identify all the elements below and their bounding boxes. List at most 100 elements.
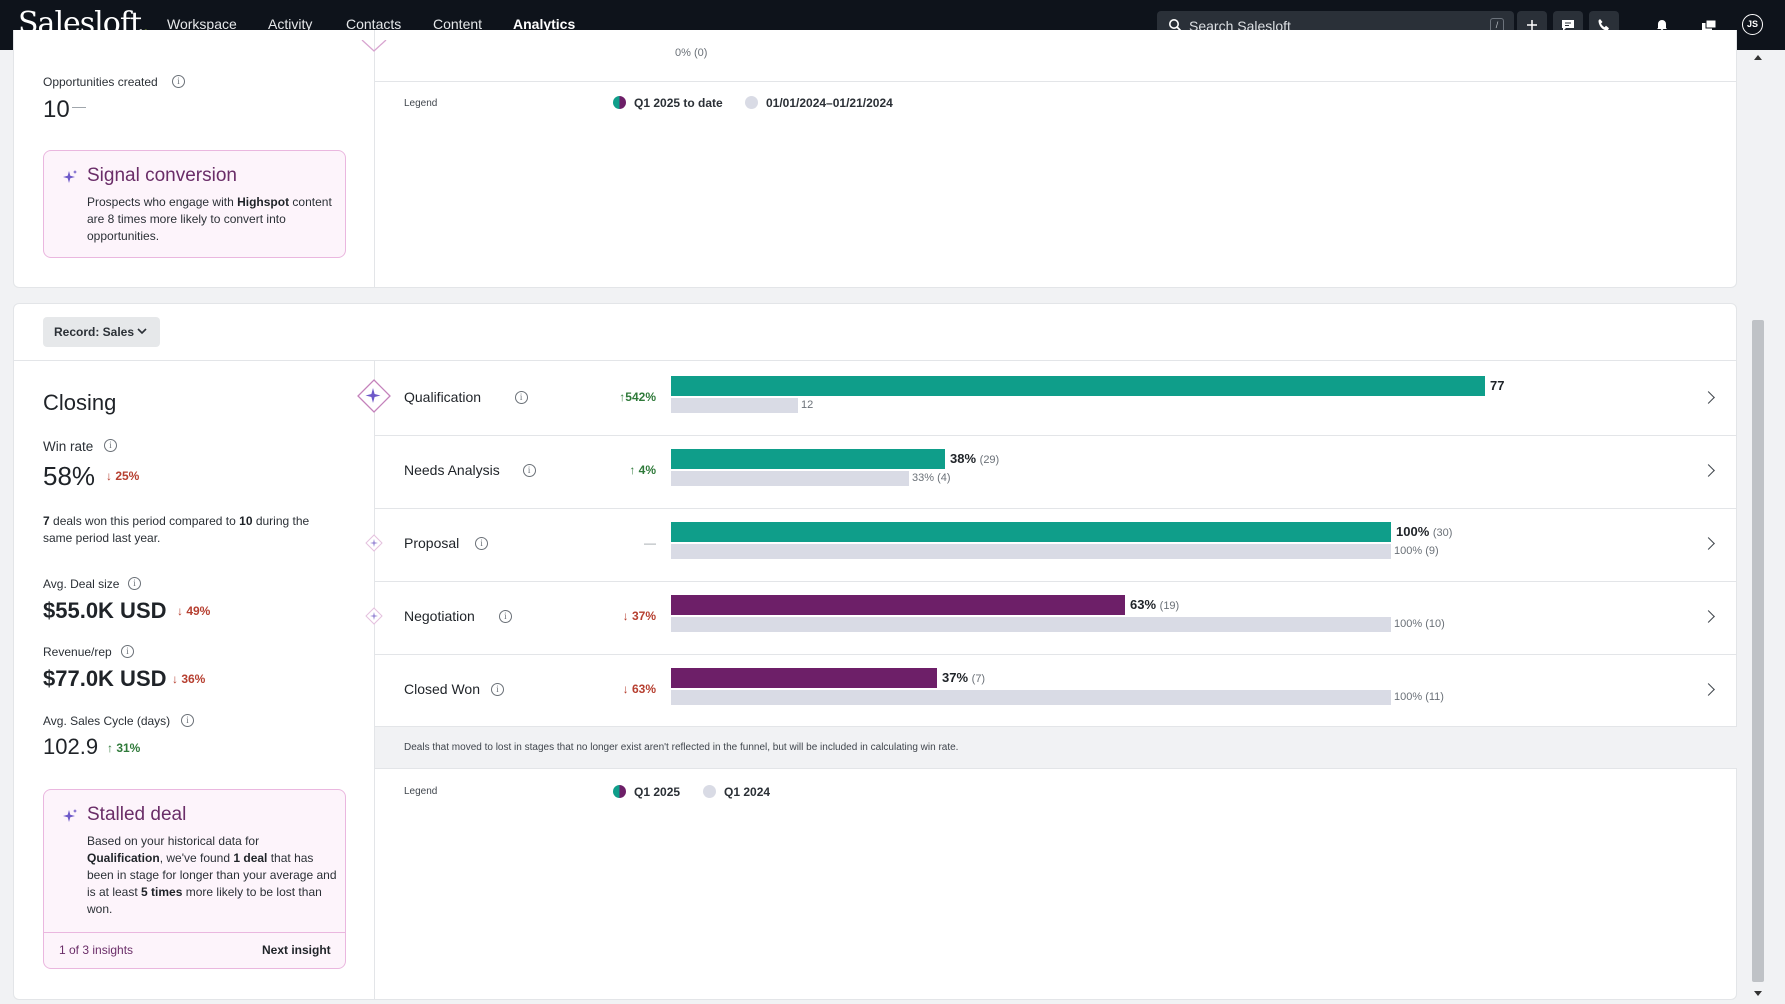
stage-delta: ↑ 4%: [629, 463, 656, 477]
stack-icon: [1702, 19, 1717, 31]
revenue-delta: ↓ 36%: [172, 672, 206, 686]
stage-delta: ↓ 63%: [622, 682, 656, 696]
row-divider: [375, 508, 1737, 509]
stage-name: Negotiation: [404, 608, 475, 624]
column-divider: [374, 361, 375, 1000]
column-divider: [374, 30, 375, 288]
deal-size-value: $55.0K USD: [43, 598, 167, 623]
scrollbar-thumb[interactable]: [1752, 320, 1764, 982]
sales-cycle-label: Avg. Sales Cycle (days): [43, 714, 171, 728]
legend-previous-swatch: [703, 785, 716, 798]
current-period-bar: [671, 668, 937, 688]
info-icon[interactable]: [104, 439, 117, 452]
deal-size-label: Avg. Deal size: [43, 577, 120, 591]
previous-value-label: 100% (9): [1394, 545, 1439, 557]
user-avatar[interactable]: JS: [1742, 14, 1763, 35]
search-icon: [1169, 19, 1182, 32]
legend-label: Legend: [404, 98, 438, 109]
current-period-bar: [671, 376, 1485, 396]
insight-title: Signal conversion: [87, 165, 237, 186]
previous-value-label: 12: [801, 399, 814, 411]
deal-size-delta: ↓ 49%: [177, 604, 211, 618]
current-period-bar: [671, 595, 1125, 615]
info-icon[interactable]: [181, 714, 194, 727]
legend-label: Legend: [404, 786, 438, 797]
tasks-button[interactable]: [1693, 11, 1723, 40]
win-rate-value: 58%: [43, 461, 96, 491]
record-type-dropdown[interactable]: Record: Sales: [43, 317, 160, 347]
sales-cycle-value: 102.9: [43, 734, 99, 759]
next-insight-button[interactable]: Next insight: [262, 943, 331, 957]
scroll-down-arrow[interactable]: [1754, 991, 1762, 996]
stage-name: Needs Analysis: [404, 462, 500, 478]
win-rate-label: Win rate: [43, 439, 94, 454]
row-divider: [375, 581, 1737, 582]
nav-analytics[interactable]: Analytics: [513, 16, 576, 32]
previous-value-label: 33% (4): [912, 472, 951, 484]
previous-period-bar: [671, 471, 909, 486]
legend-current: Q1 2025: [634, 785, 681, 799]
stage-delta: —: [644, 536, 656, 550]
plus-icon: [1527, 20, 1537, 30]
current-value-label: 38% (29): [950, 451, 1000, 466]
stage-delta: ↑542%: [619, 390, 656, 404]
legend-previous: Q1 2024: [724, 785, 771, 799]
opportunities-delta: —: [72, 98, 86, 114]
current-period-bar: [671, 522, 1391, 542]
legend-current: Q1 2025 to date: [634, 96, 723, 110]
win-summary: 7 deals won this period compared to 10 d…: [43, 514, 310, 545]
stage-delta: ↓ 37%: [622, 609, 656, 623]
legend-current-swatch: [613, 96, 626, 109]
current-period-bar: [671, 449, 945, 469]
opportunities-value: 10: [43, 96, 70, 123]
legend-current-swatch: [613, 785, 626, 798]
row-divider: [375, 81, 1737, 82]
previous-period-bar: [671, 398, 798, 413]
row-divider: [375, 435, 1737, 436]
section-title: Closing: [43, 390, 117, 415]
current-value-label: 100% (30): [1396, 524, 1453, 539]
info-icon[interactable]: [514, 391, 528, 404]
info-icon[interactable]: [128, 577, 141, 590]
current-value-label: 37% (7): [942, 670, 986, 685]
insight-counter: 1 of 3 insights: [59, 943, 134, 957]
sales-cycle-delta: ↑ 31%: [107, 741, 141, 755]
stalled-deal-insight: Stalled deal Based on your historical da…: [43, 789, 346, 969]
insight-body: Based on your historical data for Qualif…: [87, 834, 337, 916]
opportunities-label: Opportunities created: [43, 75, 158, 89]
legend-previous-swatch: [745, 96, 758, 109]
insight-divider: [44, 932, 345, 933]
sparkle-icon: [63, 809, 77, 822]
sparkle-icon: [63, 170, 77, 183]
phone-icon: [1598, 19, 1609, 31]
nav-content[interactable]: Content: [433, 16, 483, 32]
nav-contacts[interactable]: Contacts: [346, 16, 402, 32]
revenue-label: Revenue/rep: [43, 645, 112, 659]
nav-workspace[interactable]: Workspace: [167, 16, 237, 32]
current-value-label: 63% (19): [1130, 597, 1180, 612]
revenue-value: $77.0K USD: [43, 666, 167, 691]
info-icon[interactable]: [172, 75, 185, 88]
ai-diamond-icon: [365, 534, 383, 552]
previous-period-bar: [671, 544, 1391, 559]
info-icon[interactable]: [475, 537, 489, 550]
info-icon[interactable]: [121, 645, 134, 658]
legend-previous: 01/01/2024–01/21/2024: [766, 96, 893, 110]
info-icon[interactable]: [498, 610, 512, 623]
previous-value-label: 100% (10): [1394, 618, 1445, 630]
cut-off-value: 0% (0): [675, 47, 708, 59]
previous-value-label: 100% (11): [1394, 691, 1444, 703]
scroll-up-arrow[interactable]: [1754, 55, 1762, 60]
stage-name: Closed Won: [404, 681, 481, 697]
previous-period-bar: [671, 617, 1391, 632]
chevron-down-icon: [137, 328, 147, 335]
nav-activity[interactable]: Activity: [268, 16, 313, 32]
win-rate-delta: ↓ 25%: [106, 469, 140, 483]
info-icon[interactable]: [491, 683, 504, 696]
funnel-note: Deals that moved to lost in stages that …: [375, 726, 1737, 769]
info-icon[interactable]: [522, 464, 536, 477]
insight-body: Prospects who engage with Highspot conte…: [87, 195, 332, 243]
insight-title: Stalled deal: [87, 804, 187, 825]
stage-name: Qualification: [404, 389, 482, 405]
ai-diamond-icon: [357, 379, 391, 413]
